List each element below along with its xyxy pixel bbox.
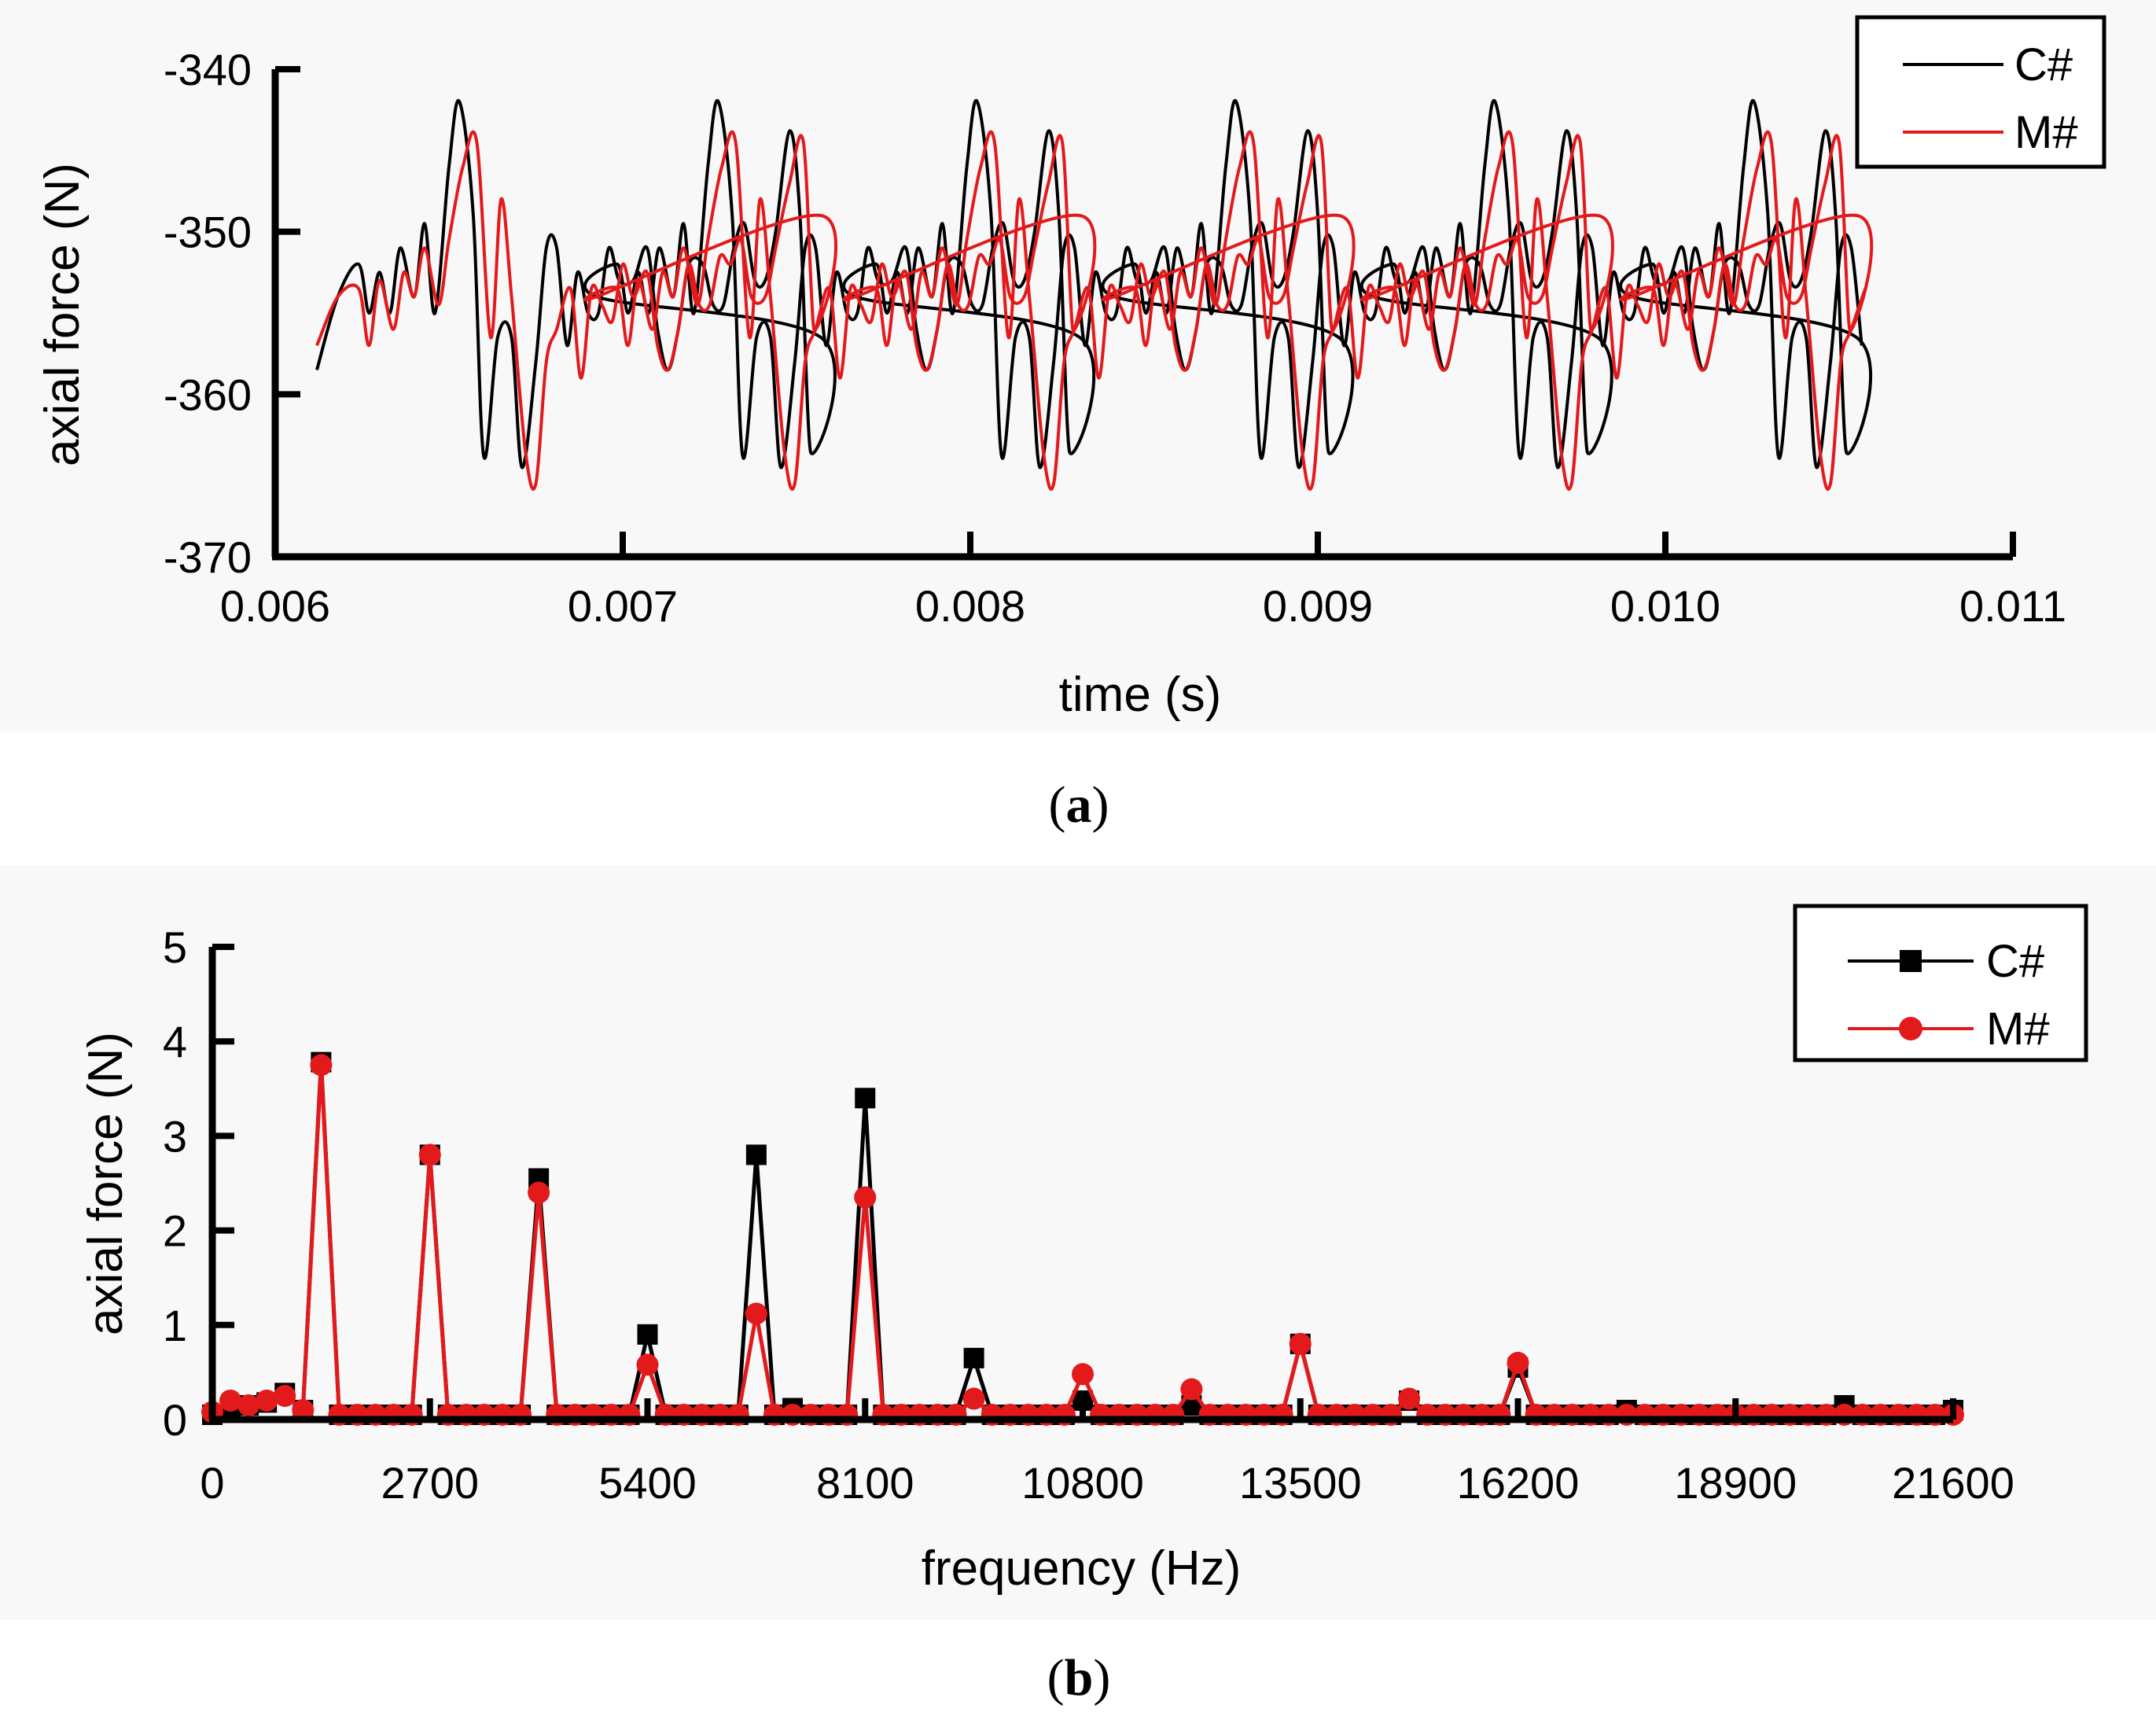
chart-b-y-tick-label: 1 [163, 1301, 187, 1350]
panel-a-label-close: ) [1092, 776, 1109, 834]
chart-b-point-m [219, 1389, 242, 1412]
chart-a-series-m-line [315, 130, 1874, 491]
chart-b-y-tick-label: 0 [163, 1395, 187, 1445]
chart-a-y-tick-label: -340 [164, 45, 252, 94]
panel-a-label: (a) [1049, 776, 1109, 834]
chart-b-legend-label-c: C# [1986, 936, 2044, 987]
panel-a-label-open: ( [1049, 776, 1066, 834]
chart-a-x-tick-label: 0.011 [1959, 581, 2066, 631]
chart-b-x-tick-label: 10800 [1021, 1458, 1144, 1508]
chart-a-x-tick-label: 0.006 [220, 581, 330, 631]
chart-a-legend-box [1855, 15, 2106, 169]
chart-b-point-c [855, 1088, 876, 1109]
panel-a-label-letter: a [1066, 776, 1092, 834]
chart-a-y-ticks: -340 -350 -360 -370 [164, 45, 300, 582]
chart-b-legend: C# M# [1793, 904, 2088, 1062]
chart-a-legend: C# M# [1855, 15, 2106, 169]
panel-b-label-open: ( [1047, 1649, 1065, 1707]
chart-a-series-c-line [315, 98, 1872, 469]
panel-b-label-close: ) [1093, 1649, 1110, 1707]
chart-b-point-m [274, 1384, 296, 1407]
chart-b-point-c [637, 1324, 658, 1345]
chart-b-x-tick-label: 5400 [598, 1458, 697, 1508]
chart-b: 0 2700 5400 8100 10800 13500 16200 18900 21600 0… [79, 904, 2088, 1596]
chart-b-point-m [1072, 1363, 1094, 1386]
chart-b-point-m [310, 1054, 333, 1077]
chart-b-y-ticks: 0 1 2 3 4 5 [163, 922, 234, 1445]
chart-b-legend-marker-c [1900, 950, 1922, 972]
chart-b-point-m [528, 1181, 550, 1204]
chart-b-point-m [1289, 1332, 1312, 1355]
chart-b-point-m [256, 1389, 278, 1412]
chart-b-x-tick-label: 21600 [1892, 1458, 2014, 1508]
chart-b-legend-box [1793, 904, 2088, 1062]
chart-a-y-axis-title: axial force (N) [35, 163, 90, 466]
chart-a-x-tick-label: 0.010 [1610, 581, 1720, 631]
chart-b-point-c [963, 1347, 984, 1368]
chart-a-x-ticks: 0.006 0.007 0.008 0.009 0.010 0.011 [220, 532, 2066, 631]
chart-b-legend-label-m: M# [1986, 1003, 2050, 1055]
chart-b-x-tick-label: 16200 [1457, 1458, 1580, 1508]
chart-b-legend-marker-m [1899, 1017, 1922, 1040]
chart-a-legend-label-m: M# [2014, 107, 2078, 158]
chart-b-y-tick-label: 5 [163, 922, 187, 972]
chart-b-x-tick-label: 8100 [816, 1458, 914, 1508]
panel-b-label: (b) [1047, 1649, 1111, 1707]
chart-b-x-ticks: 0 2700 5400 8100 10800 13500 16200 18900 21600 [200, 1398, 2014, 1508]
chart-a-y-tick-label: -350 [164, 208, 252, 257]
chart-b-point-m [292, 1398, 315, 1421]
chart-b-y-tick-label: 2 [163, 1206, 187, 1256]
chart-b-point-m [418, 1143, 441, 1166]
chart-b-point-m [237, 1394, 260, 1416]
panel-b-label-letter: b [1065, 1649, 1094, 1707]
chart-b-x-tick-label: 2700 [381, 1458, 479, 1508]
chart-a-x-tick-label: 0.008 [915, 581, 1025, 631]
chart-b-point-m [1180, 1378, 1203, 1401]
chart-a-y-tick-label: -370 [164, 532, 252, 582]
chart-a-x-tick-label: 0.007 [568, 581, 678, 631]
chart-b-point-m [745, 1302, 767, 1325]
chart-a-y-tick-label: -360 [164, 370, 252, 419]
chart-a-legend-label-c: C# [2014, 39, 2073, 90]
chart-b-point-c [745, 1144, 767, 1165]
chart-b-x-tick-label: 0 [200, 1458, 224, 1508]
chart-b-y-tick-label: 3 [163, 1111, 187, 1161]
chart-b-point-m [636, 1353, 659, 1376]
chart-b-point-m [1507, 1351, 1529, 1374]
chart-b-point-m [1398, 1387, 1421, 1410]
chart-a-series-group [315, 98, 1874, 491]
chart-a: 0.006 0.007 0.008 0.009 0.010 0.011 -340-350-… [35, 15, 2106, 722]
chart-a-x-axis-title: time (s) [1059, 668, 1222, 722]
chart-b-point-m [854, 1186, 877, 1209]
chart-b-y-tick-label: 4 [163, 1017, 187, 1066]
chart-b-y-axis-title: axial force (N) [79, 1032, 133, 1335]
panel-a-background [0, 0, 2156, 731]
chart-a-x-tick-label: 0.009 [1263, 581, 1373, 631]
chart-b-x-axis-title: frequency (Hz) [922, 1541, 1242, 1596]
chart-b-x-tick-label: 18900 [1674, 1458, 1797, 1508]
chart-b-x-tick-label: 13500 [1239, 1458, 1362, 1508]
chart-b-point-m [962, 1387, 985, 1410]
